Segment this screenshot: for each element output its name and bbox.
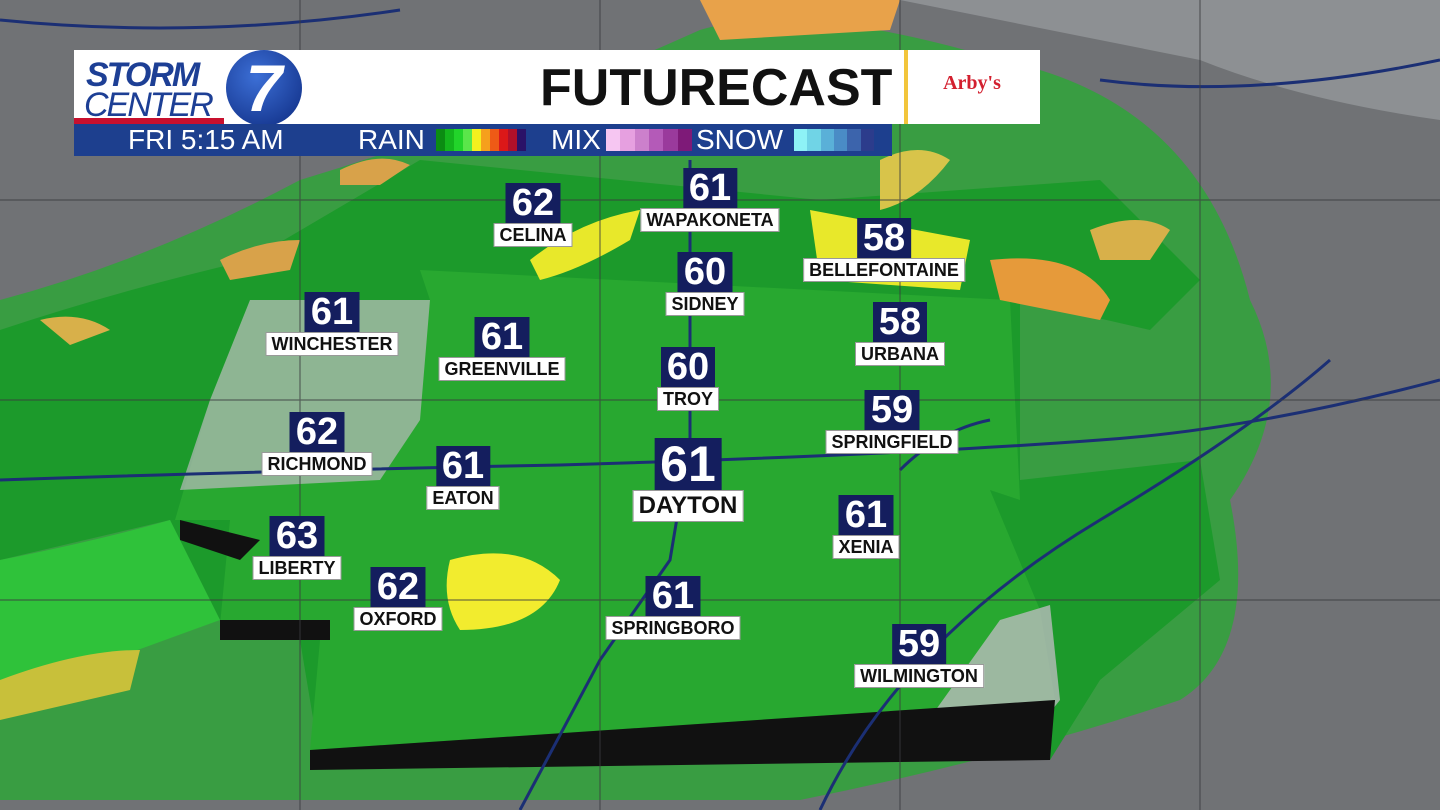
city-label: SPRINGBORO [605,616,741,640]
divider [904,50,908,124]
city-label: TROY [656,387,720,411]
scale-swatch [508,129,517,151]
temperature: 61 [682,168,738,208]
scale-swatch [499,129,508,151]
logo-seven: 7 [226,50,302,126]
scale-swatch [481,129,490,151]
city-label: WILMINGTON [854,664,984,688]
city-marker-celina: 62 CELINA [493,183,573,247]
city-marker-sidney: 60 SIDNEY [665,252,745,316]
logo-line1: STORM [86,56,200,94]
scale-swatch [634,129,649,151]
city-marker-richmond: 62 RICHMOND [261,412,373,476]
city-label: RICHMOND [261,452,373,476]
city-marker-wilmington: 59 WILMINGTON [854,624,984,688]
scale-swatch [677,129,692,151]
scale-swatch [620,129,635,151]
mix-label: MIX [551,124,601,155]
snow-label: SNOW [696,124,784,155]
city-marker-wapakoneta: 61 WAPAKONETA [640,168,780,232]
scale-swatch [472,129,481,151]
temperature: 58 [856,218,912,258]
city-marker-springboro: 61 SPRINGBORO [605,576,741,640]
temperature: 60 [677,252,733,292]
city-label: SPRINGFIELD [825,430,959,454]
city-label: WINCHESTER [265,332,399,356]
city-label: URBANA [855,342,945,366]
temperature: 59 [864,390,920,430]
temperature: 63 [269,516,325,556]
scale-swatch [517,129,526,151]
temperature: 61 [645,576,701,616]
temperature: 59 [891,624,947,664]
temperature: 62 [370,567,426,607]
temperature: 61 [435,446,491,486]
scale-swatch [807,129,821,151]
scale-swatch [860,129,874,151]
scale-swatch [794,129,808,151]
city-label: WAPAKONETA [640,208,780,232]
sponsor-logo: Arby's [943,72,1001,94]
logo-underline [74,118,224,124]
page-title: FUTURECAST [540,59,893,117]
storm-center-7-logo: STORM CENTER 7 [80,50,302,126]
city-marker-greenville: 61 GREENVILLE [438,317,566,381]
rain-label: RAIN [358,124,425,155]
legend-strip: FRI 5:15 AM RAIN MIX SNOW [74,124,892,156]
city-marker-springfield: 59 SPRINGFIELD [825,390,959,454]
city-label: OXFORD [353,607,443,631]
city-marker-oxford: 62 OXFORD [353,567,443,631]
temperature: 62 [289,412,345,452]
city-marker-eaton: 61 EATON [426,446,500,510]
temperature: 62 [505,183,561,223]
temperature: 61 [838,495,894,535]
scale-swatch [454,129,463,151]
city-label: SIDNEY [665,292,745,316]
scale-swatch [606,129,621,151]
city-marker-xenia: 61 XENIA [832,495,900,559]
temperature: 61 [304,292,360,332]
scale-swatch [648,129,664,151]
temperature: 60 [660,347,716,387]
temperature: 58 [872,302,928,342]
scale-swatch [436,129,445,151]
temperature: 61 [474,317,530,357]
city-label: BELLEFONTAINE [803,258,965,282]
mix-scale [606,129,692,151]
city-marker-troy: 60 TROY [656,347,720,411]
scale-swatch [463,129,472,151]
city-label: XENIA [832,535,900,559]
scale-swatch [847,129,861,151]
city-marker-bellefontaine: 58 BELLEFONTAINE [803,218,965,282]
scale-swatch [490,129,499,151]
scale-swatch [820,129,834,151]
city-label: DAYTON [632,490,744,522]
city-label: LIBERTY [252,556,342,580]
forecast-time: FRI 5:15 AM [128,124,284,155]
city-marker-winchester: 61 WINCHESTER [265,292,399,356]
city-label: CELINA [493,223,573,247]
city-marker-dayton: 61 DAYTON [632,438,744,522]
city-marker-liberty: 63 LIBERTY [252,516,342,580]
logo-line2: CENTER [84,86,214,124]
scale-swatch [833,129,848,151]
temperature: 61 [654,438,722,490]
city-marker-urbana: 58 URBANA [855,302,945,366]
city-label: GREENVILLE [438,357,566,381]
title-banner: STORM CENTER 7 FUTURECAST Arby's [74,50,1040,126]
snow-scale [794,129,874,151]
scale-swatch [445,129,454,151]
rain-scale [436,129,526,151]
scale-swatch [663,129,678,151]
city-label: EATON [426,486,500,510]
